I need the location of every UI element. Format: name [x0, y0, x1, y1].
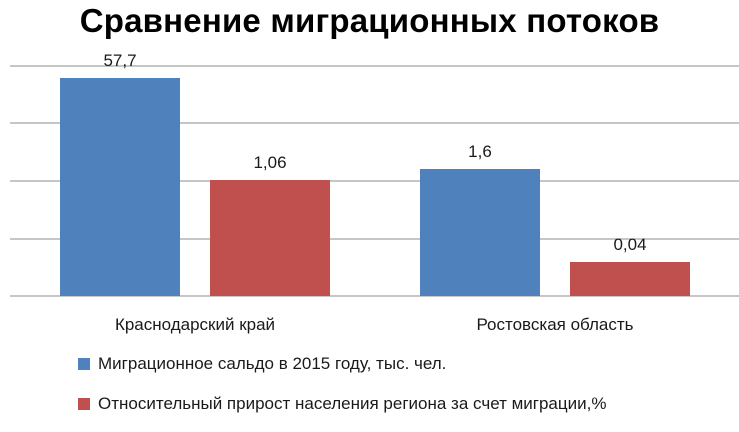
legend-swatch-series-1 — [78, 358, 90, 370]
legend-label-series-2: Относительный прирост населения региона … — [98, 394, 607, 413]
bar-series-1-2 — [420, 169, 540, 296]
chart-plot-area: 57,7 1,06 Краснодарский край 1,6 0,04 Ростовс… — [10, 51, 739, 334]
chart-title: Сравнение миграционных потоков — [79, 2, 660, 39]
data-label-series-2-1: 1,06 — [253, 153, 286, 172]
legend-label-series-1: Миграционное сальдо в 2015 году, тыс. че… — [98, 354, 447, 373]
data-label-series-1-2: 1,6 — [468, 142, 492, 161]
legend-swatch-series-2 — [78, 398, 90, 410]
legend-item-series-2: Относительный прирост населения региона … — [78, 392, 728, 416]
chart-legend: Миграционное сальдо в 2015 году, тыс. че… — [78, 352, 728, 432]
category-label-2: Ростовская область — [476, 315, 633, 334]
bar-series-2-1 — [210, 180, 330, 296]
bar-series-1-1 — [60, 78, 180, 296]
data-label-series-2-2: 0,04 — [613, 235, 646, 254]
bar-series-2-2 — [570, 262, 690, 296]
data-label-series-1-1: 57,7 — [103, 51, 136, 70]
legend-item-series-1: Миграционное сальдо в 2015 году, тыс. че… — [78, 352, 728, 376]
category-label-1: Краснодарский край — [115, 315, 275, 334]
